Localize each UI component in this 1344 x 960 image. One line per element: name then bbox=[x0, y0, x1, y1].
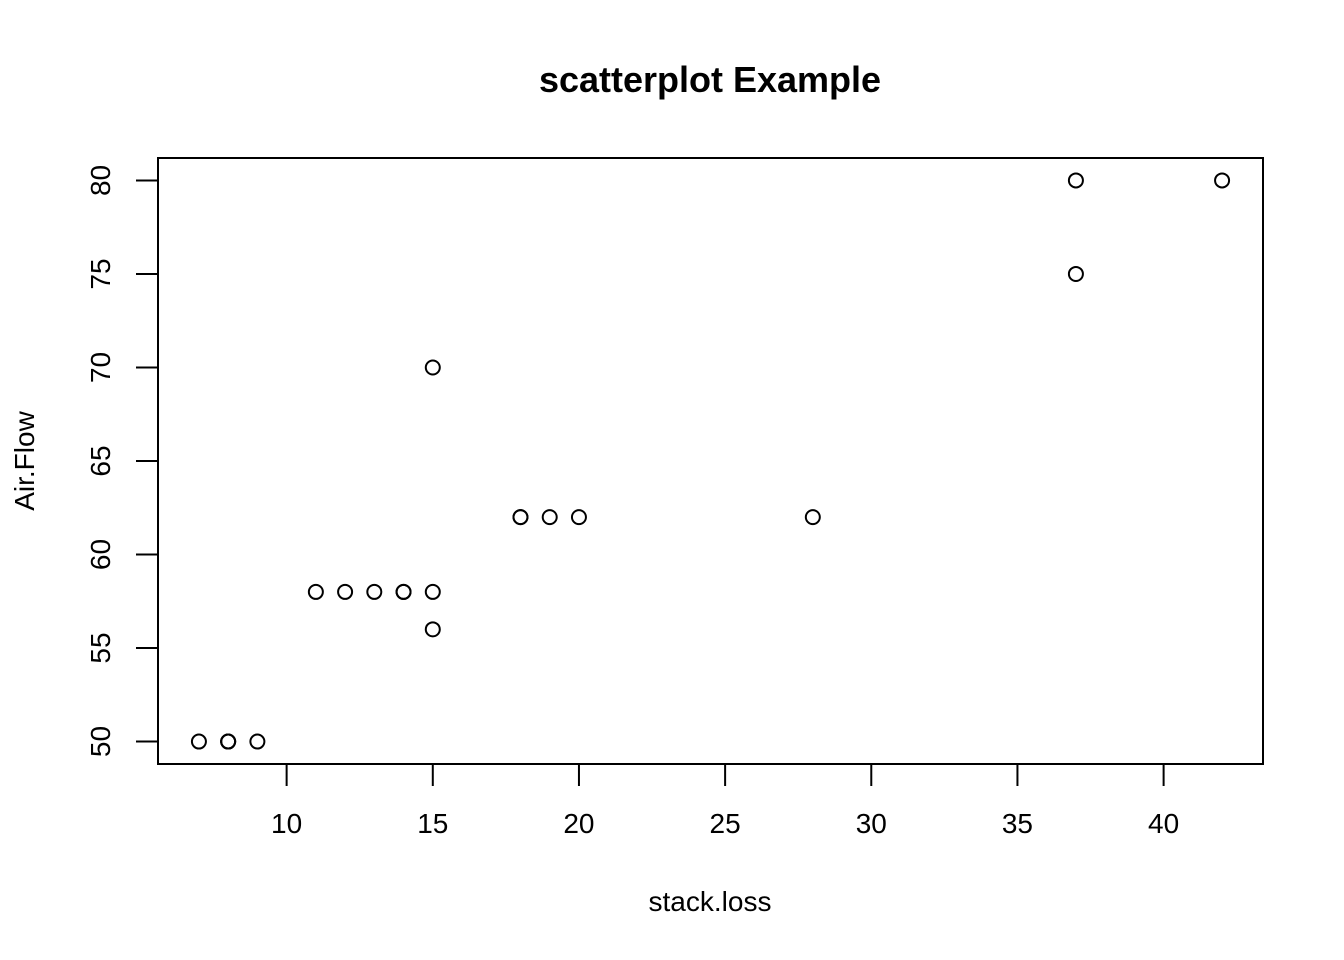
y-tick-label: 55 bbox=[85, 632, 116, 663]
x-tick-label: 25 bbox=[710, 808, 741, 839]
data-point bbox=[249, 733, 266, 750]
data-point bbox=[804, 509, 821, 526]
x-tick-label: 40 bbox=[1148, 808, 1179, 839]
data-points bbox=[190, 172, 1231, 750]
y-axis-label: Air.Flow bbox=[9, 410, 40, 510]
data-point bbox=[512, 509, 529, 526]
data-point bbox=[220, 733, 237, 750]
data-point bbox=[424, 621, 441, 638]
x-tick-label: 10 bbox=[271, 808, 302, 839]
x-axis-label: stack.loss bbox=[649, 886, 772, 917]
y-axis: 50 55 60 65 70 75 80 bbox=[85, 165, 159, 757]
y-tick-label: 80 bbox=[85, 165, 116, 196]
x-tick-label: 35 bbox=[1002, 808, 1033, 839]
data-point bbox=[366, 583, 383, 600]
y-tick-label: 65 bbox=[85, 445, 116, 476]
data-point bbox=[1067, 265, 1084, 282]
data-point bbox=[424, 359, 441, 376]
data-point bbox=[424, 583, 441, 600]
chart-title: scatterplot Example bbox=[539, 59, 881, 100]
x-tick-label: 15 bbox=[417, 808, 448, 839]
x-axis: 10 15 20 25 30 35 40 bbox=[271, 763, 1179, 839]
x-tick-label: 30 bbox=[856, 808, 887, 839]
data-point bbox=[1214, 172, 1231, 189]
plot-frame bbox=[157, 157, 1264, 765]
data-point bbox=[1067, 172, 1084, 189]
y-tick-label: 70 bbox=[85, 352, 116, 383]
data-point bbox=[541, 509, 558, 526]
y-tick-label: 75 bbox=[85, 258, 116, 289]
data-point bbox=[337, 583, 354, 600]
y-tick-label: 50 bbox=[85, 726, 116, 757]
data-point bbox=[190, 733, 207, 750]
data-point bbox=[307, 583, 324, 600]
data-point bbox=[570, 509, 587, 526]
x-tick-label: 20 bbox=[563, 808, 594, 839]
data-point bbox=[395, 583, 412, 600]
y-tick-label: 60 bbox=[85, 539, 116, 570]
